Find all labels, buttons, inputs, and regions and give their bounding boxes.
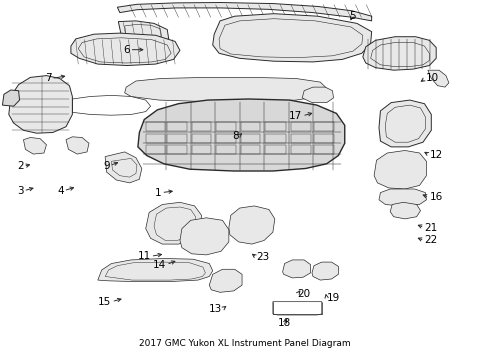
Polygon shape xyxy=(145,202,201,244)
Text: 17: 17 xyxy=(288,111,302,121)
Text: 18: 18 xyxy=(277,318,291,328)
Text: 19: 19 xyxy=(326,293,339,303)
Text: 20: 20 xyxy=(297,289,310,300)
Text: 7: 7 xyxy=(44,73,51,84)
Bar xyxy=(264,122,285,131)
Bar xyxy=(145,134,165,143)
Text: 12: 12 xyxy=(428,150,442,160)
Text: 10: 10 xyxy=(425,73,438,84)
Text: 11: 11 xyxy=(137,251,150,261)
Bar xyxy=(290,145,310,154)
Polygon shape xyxy=(66,137,89,154)
Polygon shape xyxy=(362,37,435,70)
Text: 16: 16 xyxy=(428,192,442,202)
Bar xyxy=(313,134,334,143)
Bar xyxy=(216,134,235,143)
Polygon shape xyxy=(124,77,327,102)
Bar xyxy=(240,145,260,154)
Polygon shape xyxy=(117,3,371,21)
Text: 6: 6 xyxy=(122,45,129,55)
Bar xyxy=(216,122,235,131)
Text: 23: 23 xyxy=(256,252,269,262)
Polygon shape xyxy=(378,189,426,206)
Polygon shape xyxy=(378,100,430,147)
Bar xyxy=(313,145,334,154)
Polygon shape xyxy=(302,87,333,103)
Text: 15: 15 xyxy=(98,297,111,307)
Bar xyxy=(216,145,235,154)
Bar xyxy=(145,122,165,131)
Polygon shape xyxy=(373,150,426,189)
Polygon shape xyxy=(212,14,371,62)
Bar xyxy=(191,145,211,154)
Text: 8: 8 xyxy=(231,131,238,141)
Text: 5: 5 xyxy=(348,11,355,21)
Text: 4: 4 xyxy=(57,186,63,196)
Text: 2017 GMC Yukon XL Instrument Panel Diagram: 2017 GMC Yukon XL Instrument Panel Diagr… xyxy=(139,339,349,348)
Polygon shape xyxy=(9,76,72,133)
Text: 1: 1 xyxy=(154,188,161,198)
Polygon shape xyxy=(71,33,180,66)
Polygon shape xyxy=(219,104,261,127)
Bar xyxy=(167,145,186,154)
Bar xyxy=(264,145,285,154)
Polygon shape xyxy=(311,262,338,280)
Polygon shape xyxy=(180,218,228,255)
Polygon shape xyxy=(2,90,20,106)
Bar xyxy=(167,134,186,143)
Polygon shape xyxy=(209,269,242,292)
Bar xyxy=(290,122,310,131)
Polygon shape xyxy=(282,260,310,278)
Bar xyxy=(191,122,211,131)
Bar xyxy=(167,122,186,131)
Polygon shape xyxy=(389,202,420,219)
Polygon shape xyxy=(228,206,274,244)
Text: 9: 9 xyxy=(102,161,109,171)
Text: 14: 14 xyxy=(153,260,166,270)
Text: 13: 13 xyxy=(209,304,222,314)
Polygon shape xyxy=(427,70,448,87)
Polygon shape xyxy=(98,258,212,282)
Polygon shape xyxy=(23,138,46,154)
Polygon shape xyxy=(105,152,142,183)
Text: 3: 3 xyxy=(17,186,23,196)
Bar xyxy=(191,134,211,143)
Bar xyxy=(240,134,260,143)
Bar xyxy=(145,145,165,154)
Bar xyxy=(264,134,285,143)
Bar xyxy=(240,122,260,131)
Bar xyxy=(290,134,310,143)
Bar xyxy=(313,122,334,131)
Polygon shape xyxy=(138,99,344,171)
Text: 2: 2 xyxy=(17,161,23,171)
Polygon shape xyxy=(118,21,168,43)
Text: 22: 22 xyxy=(424,235,437,246)
Text: 21: 21 xyxy=(424,222,437,233)
